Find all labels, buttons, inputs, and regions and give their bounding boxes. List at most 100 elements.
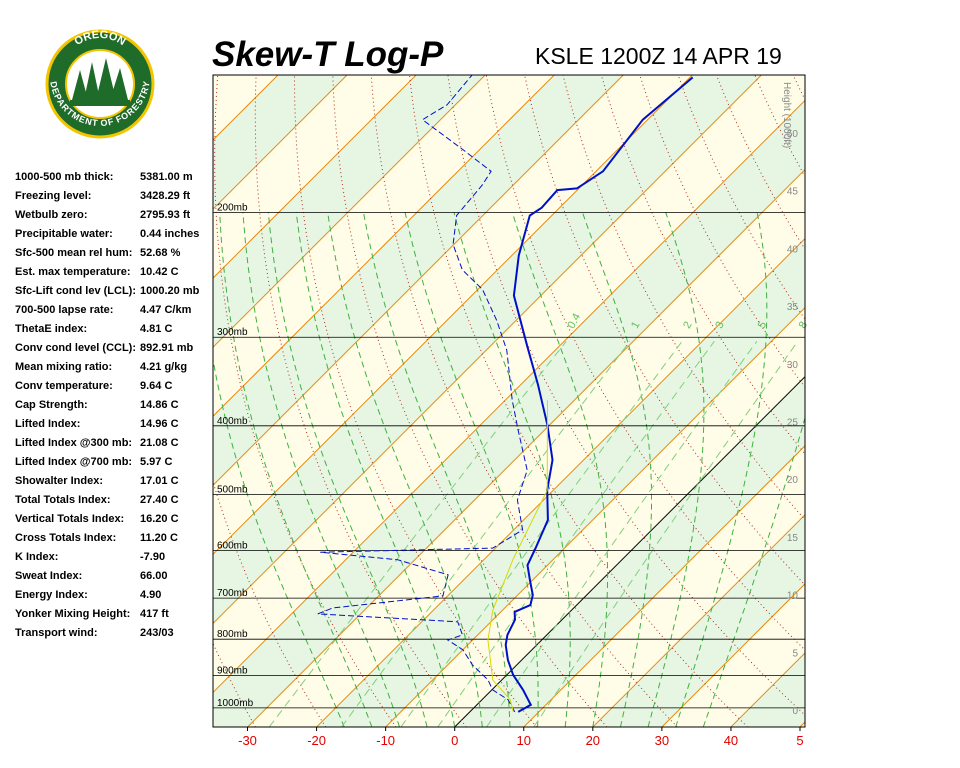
sounding-line	[317, 75, 528, 713]
indices: 1000-500 mb thick: 5381.00 m Freezing leve…	[15, 171, 200, 639]
title: Skew-T Log-P	[212, 35, 444, 74]
index-value: 0.44 inches	[140, 228, 199, 240]
index-value: 5.97 C	[140, 456, 172, 468]
index-label: Total Totals Index:	[15, 494, 111, 506]
mixing-ratio-label: 5	[756, 320, 769, 331]
pressure-label: 800mb	[217, 629, 248, 640]
mixing-ratio-line	[437, 341, 715, 727]
station: KSLE 1200Z 14 APR 19	[535, 43, 782, 69]
pressure-label: 1000mb	[217, 698, 254, 709]
moist-adiabat	[267, 212, 428, 727]
index-value: 5381.00 m	[140, 171, 193, 183]
x-tick-label: 5	[796, 733, 803, 748]
index-value: 21.08 C	[140, 437, 179, 449]
mixing-ratio-line	[268, 340, 567, 727]
index-value: 1000.20 mb	[140, 285, 200, 297]
x-tick-label: 30	[655, 733, 669, 748]
dry-adiabat	[332, 75, 608, 727]
isotherm	[213, 75, 348, 210]
height-tick-label: 50	[787, 129, 799, 140]
height-tick-label: 30	[787, 360, 799, 371]
logo-top: OREGON	[72, 29, 127, 48]
dry-adiabat	[908, 75, 960, 727]
sounding	[317, 75, 694, 713]
band	[869, 75, 960, 727]
index-label: ThetaE index:	[15, 323, 87, 335]
height-tick-label: 10	[787, 591, 799, 602]
index-label: 700-500 lapse rate:	[15, 304, 113, 316]
pressure-label: 400mb	[217, 416, 248, 427]
index-label: Lifted Index @300 mb:	[15, 437, 132, 449]
dry-adiabat	[370, 75, 678, 727]
index-label: Lifted Index:	[15, 418, 80, 430]
index-value: 4.90	[140, 589, 161, 601]
pressure-label: 200mb	[217, 202, 248, 213]
index-label: Lifted Index @700 mb:	[15, 456, 132, 468]
mixing-ratio-line	[486, 341, 758, 727]
moist-adiabat	[511, 212, 609, 727]
dry-adiabat	[294, 75, 537, 727]
index-label: Vertical Totals Index:	[15, 513, 124, 525]
x-tick-label: 40	[724, 733, 738, 748]
index-label: Sfc-500 mean rel hum:	[15, 247, 132, 259]
index-value: 14.96 C	[140, 418, 179, 430]
moist-adiabat	[295, 212, 456, 727]
moist-adiabat	[327, 212, 483, 727]
index-value: 2795.93 ft	[140, 209, 190, 221]
moist-adiabat	[453, 212, 571, 727]
isotherm	[213, 75, 555, 417]
index-value: 16.20 C	[140, 513, 179, 525]
moist-adiabat	[647, 212, 705, 727]
height-tick-label: 15	[787, 533, 799, 544]
pressure-label: 300mb	[217, 327, 248, 338]
mixing-ratio-label: 1	[629, 320, 642, 331]
index-value: 52.68 %	[140, 247, 181, 259]
index-label: Transport wind:	[15, 627, 98, 639]
sounding-line	[504, 76, 694, 713]
moist-adiabat	[404, 212, 539, 727]
index-label: Freezing level:	[15, 190, 91, 202]
index-label: Precipitable water:	[15, 228, 113, 240]
x-tick-label: -30	[238, 733, 257, 748]
index-value: 4.21 g/kg	[140, 361, 187, 373]
height-label: Height (1000ft)	[781, 82, 792, 148]
dry-adiabat	[254, 75, 467, 727]
plot-frame	[212, 74, 806, 728]
isotherm	[213, 75, 624, 487]
sounding-line	[487, 400, 548, 713]
isotherm	[592, 514, 805, 727]
dry-adiabat	[792, 75, 805, 101]
index-value: 17.01 C	[140, 475, 179, 487]
isotherm	[661, 583, 805, 727]
height-tick-label: 40	[787, 244, 799, 255]
height-tick-label: 35	[787, 302, 799, 313]
isotherm	[213, 75, 762, 625]
index-value: 892.91 mb	[140, 342, 193, 354]
mixing-ratio-line	[533, 341, 799, 727]
height-tick-label: 20	[787, 475, 799, 486]
index-value: 243/03	[140, 627, 174, 639]
axes: 0.4 1 2 3 5 8200mb300mb400mb500mb600mb700mb80…	[217, 82, 810, 748]
index-label: 1000-500 mb thick:	[15, 171, 113, 183]
x-tick-label: -20	[307, 733, 326, 748]
logo: OREGON DEPARTMENT OF FORESTRY	[45, 29, 155, 139]
index-label: Mean mixing ratio:	[15, 361, 112, 373]
height-tick-label: 25	[787, 418, 799, 429]
index-label: Wetbulb zero:	[15, 209, 88, 221]
index-label: Sweat Index:	[15, 570, 82, 582]
index-value: 27.40 C	[140, 494, 179, 506]
pressure-label: 500mb	[217, 485, 248, 496]
mixing-ratio-label: 8	[797, 320, 810, 331]
index-value: 4.81 C	[140, 323, 172, 335]
index-label: Yonker Mixing Height:	[15, 608, 130, 620]
index-label: Conv cond level (CCL):	[15, 342, 136, 354]
index-value: 66.00	[140, 570, 168, 582]
x-tick-label: 0	[451, 733, 458, 748]
index-label: Cross Totals Index:	[15, 532, 116, 544]
index-value: 14.86 C	[140, 399, 179, 411]
isotherm	[247, 168, 805, 727]
index-label: Cap Strength:	[15, 399, 88, 411]
isotherm	[213, 75, 417, 279]
